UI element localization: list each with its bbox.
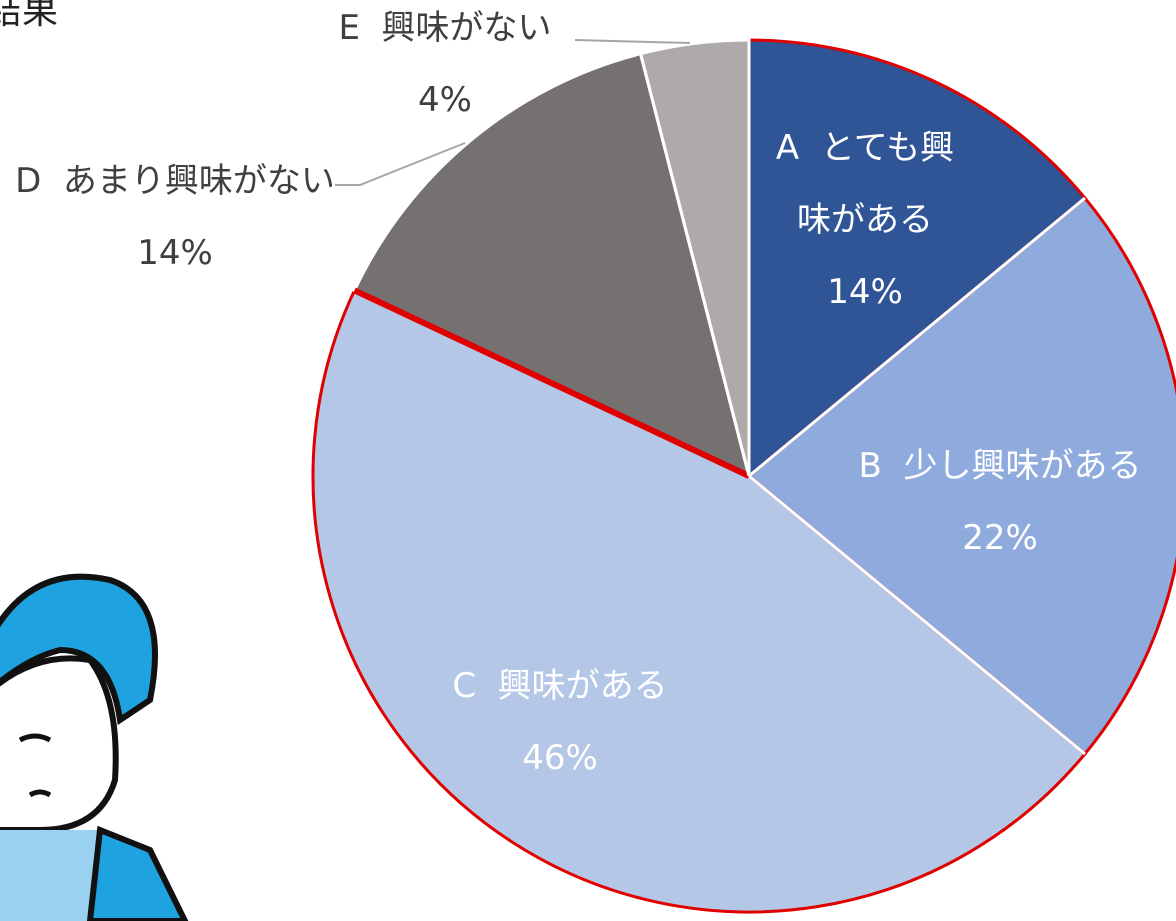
illustration — [0, 577, 185, 921]
page: {"chart_data": {"type": "pie", "title": … — [0, 0, 1176, 921]
category-label: D あまり興味がない — [5, 145, 345, 217]
category-label: B 少し興味がある — [830, 430, 1170, 502]
value-label: 14% — [760, 256, 970, 328]
value-label: 22% — [830, 502, 1170, 574]
value-label: 46% — [400, 722, 720, 794]
value-label: 4% — [310, 64, 580, 136]
category-label: A とても興味がある — [760, 112, 970, 256]
category-label: C 興味がある — [400, 650, 720, 722]
category-label: E 興味がない — [310, 0, 580, 64]
leader-line — [575, 40, 690, 43]
value-label: 14% — [5, 217, 345, 289]
